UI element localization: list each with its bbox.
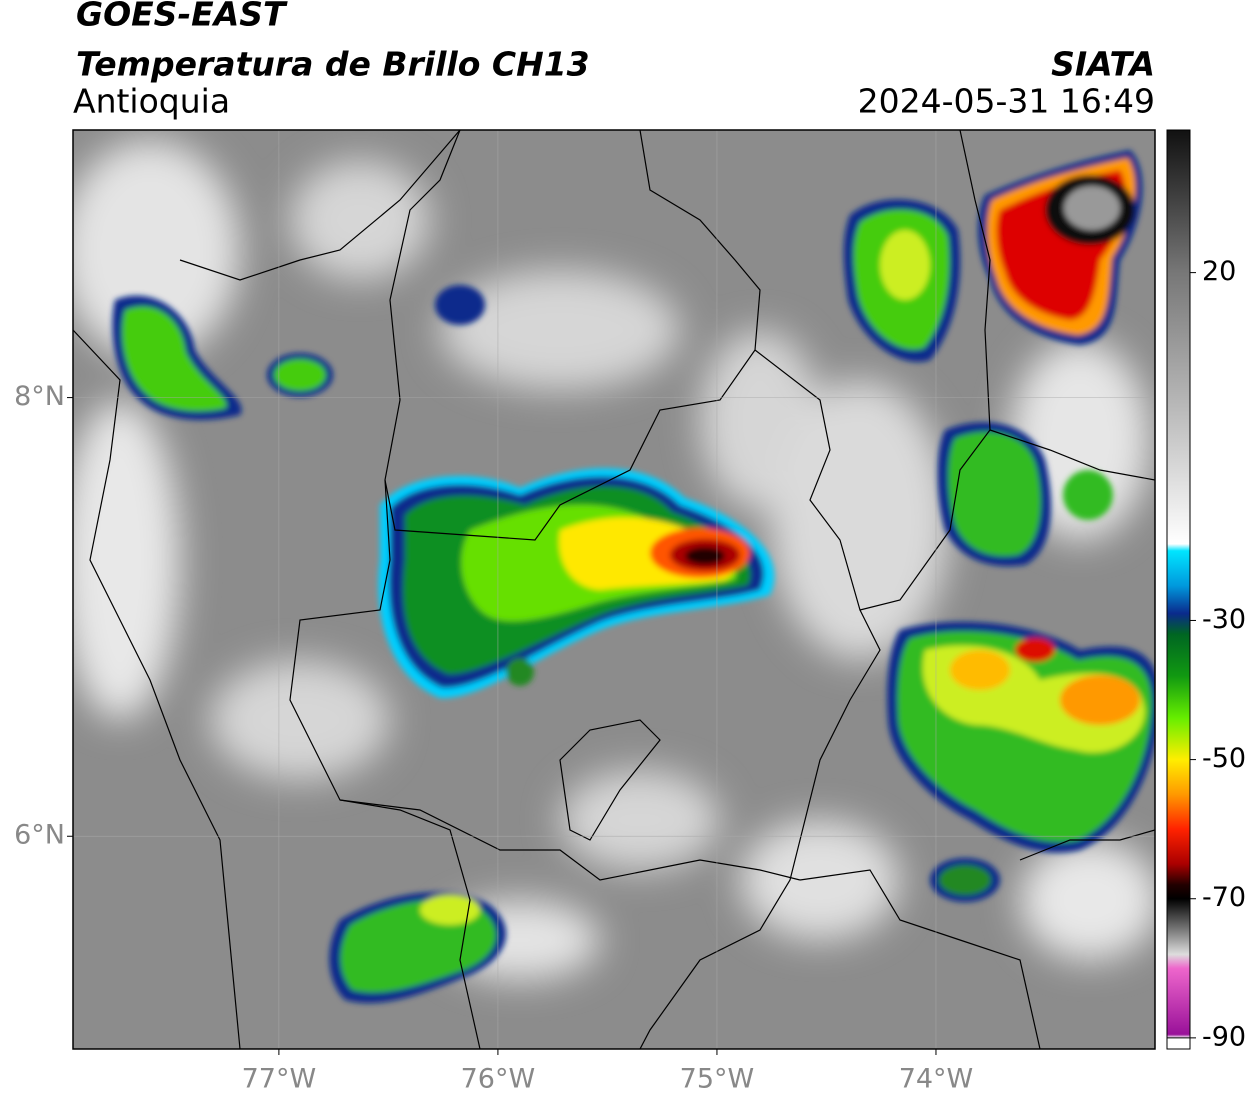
cell [122, 306, 227, 412]
cell [1064, 186, 1120, 230]
border [384, 130, 761, 541]
cloud [290, 160, 430, 280]
border [754, 130, 991, 611]
cell [880, 230, 930, 300]
thin-clouds [73, 140, 1155, 980]
border [73, 329, 241, 1049]
region: Antioquia [73, 82, 230, 121]
border [559, 719, 661, 841]
colorbar [1166, 129, 1191, 1050]
colorbar-tick-label: -90 [1202, 1021, 1246, 1052]
colorbar-tick-label: -70 [1202, 882, 1246, 913]
cloud [740, 820, 900, 940]
cell [435, 285, 485, 325]
cell [950, 650, 1010, 690]
convective-cells [112, 150, 1155, 1004]
colorbar-tick-label: -50 [1202, 743, 1246, 774]
border [1019, 829, 1155, 861]
colorbar-tick-label: -30 [1202, 604, 1246, 635]
cloud [440, 270, 680, 390]
borders [73, 130, 1155, 1049]
cell [1015, 638, 1055, 662]
cell [948, 431, 1041, 557]
y-tick-label: 6°N [14, 820, 65, 851]
source: SIATA [1051, 45, 1155, 84]
grid [73, 130, 1155, 1049]
map-image [73, 130, 1155, 1049]
cell [1060, 675, 1140, 725]
x-tick-label: 74°W [899, 1064, 974, 1095]
x-tick-label: 75°W [680, 1064, 755, 1095]
cloud [1020, 840, 1155, 960]
datetime: 2024-05-31 16:49 [858, 82, 1155, 121]
cloud [73, 400, 180, 720]
border [179, 130, 461, 281]
cell [685, 547, 725, 565]
y-tick-label: 8°N [14, 381, 65, 412]
map-frame [72, 129, 1156, 1050]
colorbar-tick-label: 20 [1202, 256, 1236, 287]
x-tick-label: 77°W [242, 1064, 317, 1095]
cell [939, 865, 991, 895]
colorbar-bin [1166, 1037, 1191, 1050]
cloud [560, 770, 720, 870]
border [989, 429, 1155, 481]
cell [274, 359, 326, 391]
title: GOES-EAST [76, 0, 288, 34]
border [799, 869, 1041, 1049]
cell [420, 895, 480, 925]
cell [506, 658, 534, 686]
cloud [770, 380, 950, 660]
subtitle: Temperatura de Brillo CH13 [76, 45, 590, 84]
cell [1063, 470, 1113, 520]
border [339, 799, 801, 881]
border [289, 479, 481, 1049]
border [639, 609, 881, 1049]
x-tick-label: 76°W [461, 1064, 536, 1095]
